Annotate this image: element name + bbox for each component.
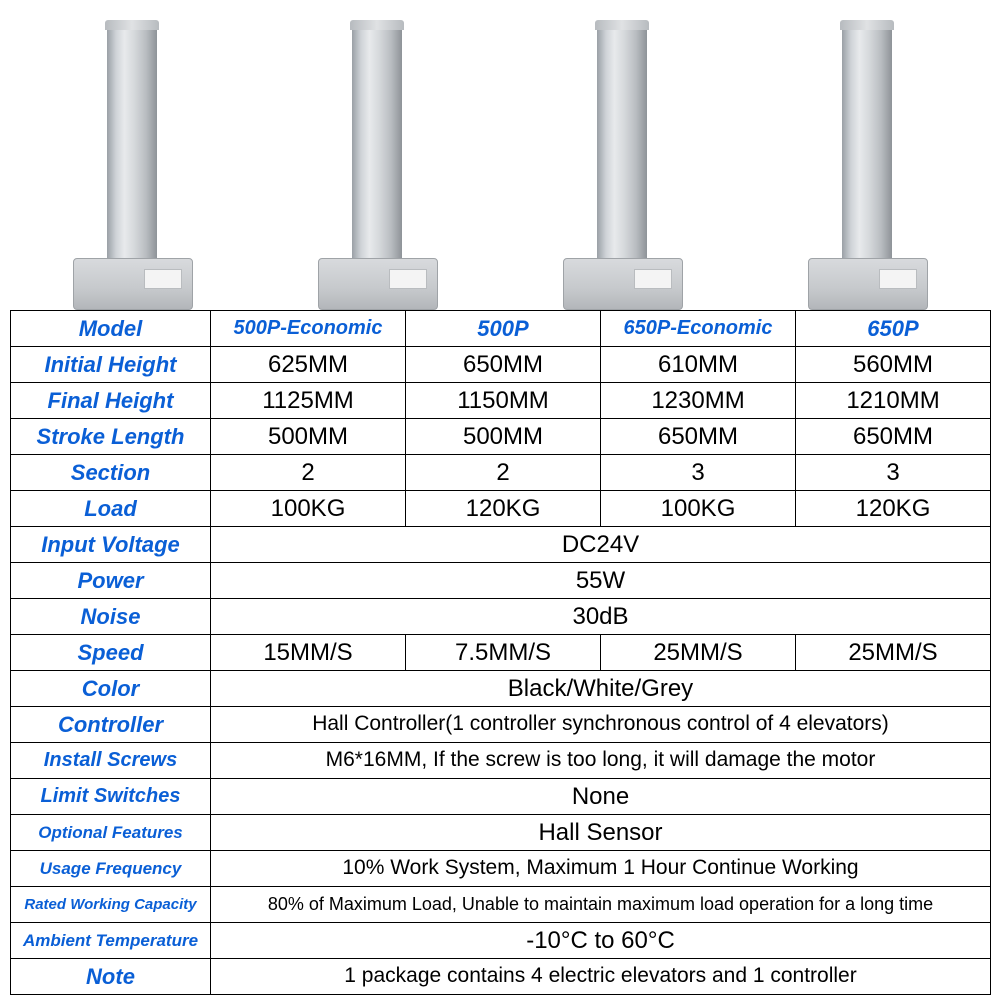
val-ld-2: 100KG — [601, 491, 796, 527]
val-ambient-temp: -10°C to 60°C — [211, 923, 991, 959]
label-note: Note — [11, 959, 211, 995]
val-sl-2: 650MM — [601, 419, 796, 455]
label-noise: Noise — [11, 599, 211, 635]
label-speed: Speed — [11, 635, 211, 671]
label-limit-switches: Limit Switches — [11, 779, 211, 815]
label-ambient-temp: Ambient Temperature — [11, 923, 211, 959]
row-rated-capacity: Rated Working Capacity 80% of Maximum Lo… — [11, 887, 991, 923]
val-fh-3: 1210MM — [796, 383, 991, 419]
label-model: Model — [11, 311, 211, 347]
row-note: Note 1 package contains 4 electric eleva… — [11, 959, 991, 995]
row-stroke-length: Stroke Length 500MM 500MM 650MM 650MM — [11, 419, 991, 455]
val-ih-0: 625MM — [211, 347, 406, 383]
val-sec-3: 3 — [796, 455, 991, 491]
val-sp-3: 25MM/S — [796, 635, 991, 671]
val-ih-3: 560MM — [796, 347, 991, 383]
val-fh-1: 1150MM — [406, 383, 601, 419]
label-load: Load — [11, 491, 211, 527]
val-install-screws: M6*16MM, If the screw is too long, it wi… — [211, 743, 991, 779]
val-color: Black/White/Grey — [211, 671, 991, 707]
val-ld-3: 120KG — [796, 491, 991, 527]
model-0: 500P-Economic — [211, 311, 406, 347]
row-optional-features: Optional Features Hall Sensor — [11, 815, 991, 851]
label-optional-features: Optional Features — [11, 815, 211, 851]
val-sl-3: 650MM — [796, 419, 991, 455]
val-usage-frequency: 10% Work System, Maximum 1 Hour Continue… — [211, 851, 991, 887]
val-sec-1: 2 — [406, 455, 601, 491]
val-sp-1: 7.5MM/S — [406, 635, 601, 671]
product-images-row — [0, 0, 1000, 310]
row-install-screws: Install Screws M6*16MM, If the screw is … — [11, 743, 991, 779]
val-power: 55W — [211, 563, 991, 599]
val-ld-1: 120KG — [406, 491, 601, 527]
val-sl-0: 500MM — [211, 419, 406, 455]
label-usage-frequency: Usage Frequency — [11, 851, 211, 887]
row-input-voltage: Input Voltage DC24V — [11, 527, 991, 563]
row-section: Section 2 2 3 3 — [11, 455, 991, 491]
product-image-3 — [523, 15, 723, 310]
label-section: Section — [11, 455, 211, 491]
label-power: Power — [11, 563, 211, 599]
row-ambient-temp: Ambient Temperature -10°C to 60°C — [11, 923, 991, 959]
row-load: Load 100KG 120KG 100KG 120KG — [11, 491, 991, 527]
row-power: Power 55W — [11, 563, 991, 599]
val-ld-0: 100KG — [211, 491, 406, 527]
label-final-height: Final Height — [11, 383, 211, 419]
row-initial-height: Initial Height 625MM 650MM 610MM 560MM — [11, 347, 991, 383]
val-optional-features: Hall Sensor — [211, 815, 991, 851]
row-color: Color Black/White/Grey — [11, 671, 991, 707]
row-speed: Speed 15MM/S 7.5MM/S 25MM/S 25MM/S — [11, 635, 991, 671]
val-sp-0: 15MM/S — [211, 635, 406, 671]
val-note: 1 package contains 4 electric elevators … — [211, 959, 991, 995]
val-sl-1: 500MM — [406, 419, 601, 455]
model-2: 650P-Economic — [601, 311, 796, 347]
row-limit-switches: Limit Switches None — [11, 779, 991, 815]
label-rated-capacity: Rated Working Capacity — [11, 887, 211, 923]
val-sec-2: 3 — [601, 455, 796, 491]
spec-table: Model 500P-Economic 500P 650P-Economic 6… — [10, 310, 991, 995]
row-controller: Controller Hall Controller(1 controller … — [11, 707, 991, 743]
label-stroke-length: Stroke Length — [11, 419, 211, 455]
label-color: Color — [11, 671, 211, 707]
val-controller: Hall Controller(1 controller synchronous… — [211, 707, 991, 743]
label-install-screws: Install Screws — [11, 743, 211, 779]
val-limit-switches: None — [211, 779, 991, 815]
val-sp-2: 25MM/S — [601, 635, 796, 671]
row-noise: Noise 30dB — [11, 599, 991, 635]
val-ih-1: 650MM — [406, 347, 601, 383]
row-final-height: Final Height 1125MM 1150MM 1230MM 1210MM — [11, 383, 991, 419]
val-rated-capacity: 80% of Maximum Load, Unable to maintain … — [211, 887, 991, 923]
row-usage-frequency: Usage Frequency 10% Work System, Maximum… — [11, 851, 991, 887]
product-image-1 — [33, 15, 233, 310]
label-controller: Controller — [11, 707, 211, 743]
val-ih-2: 610MM — [601, 347, 796, 383]
val-fh-0: 1125MM — [211, 383, 406, 419]
model-3: 650P — [796, 311, 991, 347]
val-noise: 30dB — [211, 599, 991, 635]
label-initial-height: Initial Height — [11, 347, 211, 383]
val-fh-2: 1230MM — [601, 383, 796, 419]
label-input-voltage: Input Voltage — [11, 527, 211, 563]
val-sec-0: 2 — [211, 455, 406, 491]
model-1: 500P — [406, 311, 601, 347]
val-input-voltage: DC24V — [211, 527, 991, 563]
row-model: Model 500P-Economic 500P 650P-Economic 6… — [11, 311, 991, 347]
product-image-4 — [768, 15, 968, 310]
spec-sheet: Model 500P-Economic 500P 650P-Economic 6… — [0, 0, 1000, 995]
product-image-2 — [278, 15, 478, 310]
